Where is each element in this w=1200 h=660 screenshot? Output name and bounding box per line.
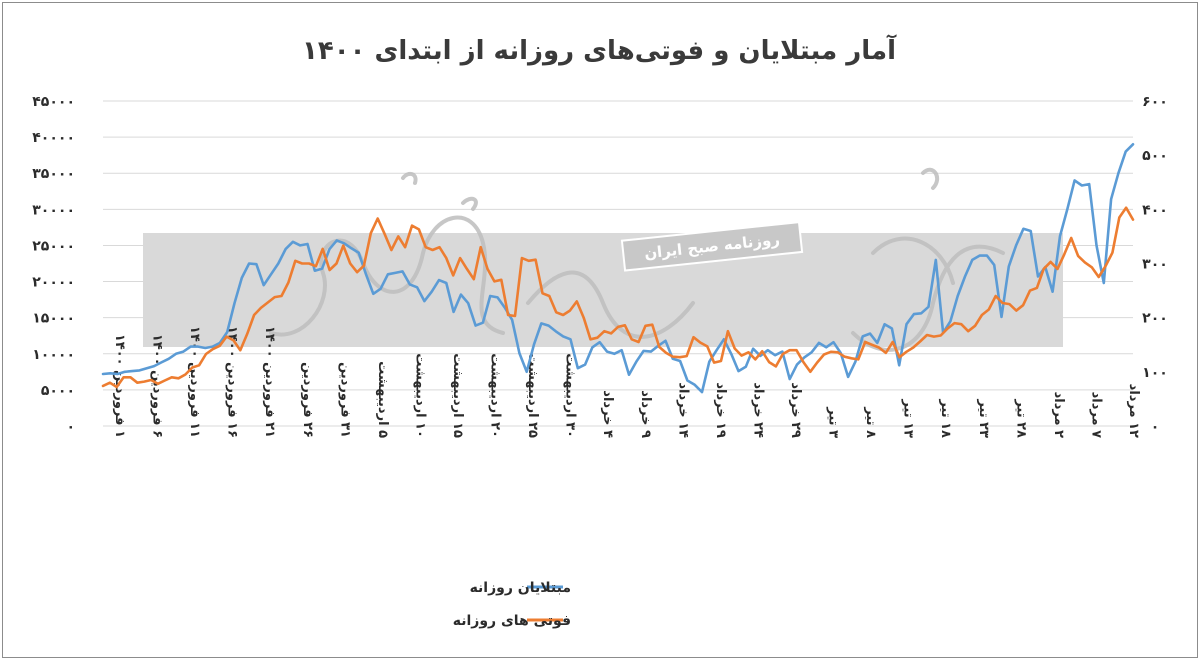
left-tick-label: ۰ xyxy=(66,419,75,435)
x-tick-label: ۱۰ اردیبهشت xyxy=(412,353,427,438)
x-tick-label: ۱۲ مرداد xyxy=(1126,384,1141,438)
x-tick-label: ۲۱ فروردین ۱۴۰۰ xyxy=(262,326,277,438)
x-tick-label: ۱ فروردین ۱۴۰۰ xyxy=(112,334,127,438)
left-tick-label: ۲۰۰۰۰ xyxy=(32,275,75,291)
x-tick-label: ۱۱ فروردین ۱۴۰۰ xyxy=(187,326,202,438)
left-tick-label: ۵۰۰۰ xyxy=(41,383,75,399)
right-tick-label: ۰ xyxy=(1151,419,1160,435)
x-tick-label: ۲۰ اردیبهشت xyxy=(488,353,503,438)
x-tick-label: ۹ خرداد xyxy=(638,390,653,438)
right-tick-label: ۳۰۰ xyxy=(1142,257,1168,273)
chart-title: آمار مبتلایان و فوتی‌های روزانه از ابتدا… xyxy=(302,34,897,66)
x-tick-label: ۲۹ خرداد xyxy=(788,382,803,438)
right-tick-label: ۵۰۰ xyxy=(1142,148,1168,164)
left-tick-label: ۳۰۰۰۰ xyxy=(32,202,75,218)
x-tick-label: ۴ خرداد xyxy=(600,390,615,438)
x-tick-label: ۱۳ تیر xyxy=(901,398,916,438)
x-tick-label: ۲ مرداد xyxy=(1051,392,1066,438)
series-line-infected xyxy=(101,143,1135,394)
legend-label-infected: مبتلایان روزانه xyxy=(470,580,571,596)
x-tick-label: ۲۶ فروردین xyxy=(300,362,315,438)
right-tick-label: ۶۰۰ xyxy=(1142,94,1168,110)
x-tick-label: ۲۴ خرداد xyxy=(750,382,765,438)
x-tick-label: ۱۶ فروردین ۱۴۰۰ xyxy=(225,326,240,438)
left-tick-label: ۳۵۰۰۰ xyxy=(32,166,75,182)
left-tick-label: ۴۰۰۰۰ xyxy=(32,130,75,146)
x-tick-label: ۶ فروردین ۱۴۰۰ xyxy=(150,334,165,438)
x-tick-label: ۱۴ خرداد xyxy=(675,382,690,438)
right-tick-label: ۲۰۰ xyxy=(1142,311,1168,327)
x-tick-label: ۲۵ اردیبهشت xyxy=(525,353,540,438)
axes: ۰۵۰۰۰۱۰۰۰۰۱۵۰۰۰۲۰۰۰۰۲۵۰۰۰۳۰۰۰۰۳۵۰۰۰۴۰۰۰۰… xyxy=(32,94,1168,438)
x-tick-label: ۱۵ اردیبهشت xyxy=(450,353,465,438)
x-tick-label: ۳۰ اردیبهشت xyxy=(563,353,578,438)
left-tick-label: ۲۵۰۰۰ xyxy=(32,238,75,254)
x-tick-label: ۵ اردیبهشت xyxy=(375,361,390,438)
left-tick-label: ۴۵۰۰۰ xyxy=(32,94,75,110)
watermark-calligraphy xyxy=(269,167,1005,352)
legend-label-deaths: فوتی های روزانه xyxy=(453,613,571,629)
right-tick-label: ۴۰۰ xyxy=(1142,202,1168,218)
x-tick-label: ۷ مرداد xyxy=(1088,392,1103,438)
left-tick-label: ۱۰۰۰۰ xyxy=(32,347,75,363)
x-tick-label: ۲۸ تیر xyxy=(1013,398,1028,438)
x-tick-label: ۲۳ تیر xyxy=(976,398,991,438)
x-tick-label: ۱۸ تیر xyxy=(938,398,953,438)
right-tick-label: ۱۰۰ xyxy=(1142,365,1168,381)
watermark-band xyxy=(143,233,1063,347)
series-line-deaths xyxy=(101,206,1135,389)
left-tick-label: ۱۵۰۰۰ xyxy=(32,311,75,327)
watermark-caption-box: روزنامه صبح ایران xyxy=(620,220,804,272)
watermark: روزنامه صبح ایران xyxy=(143,167,1063,352)
x-tick-label: ۸ تیر xyxy=(863,406,878,438)
x-tick-label: ۳ تیر xyxy=(826,406,841,438)
x-tick-label: ۳۱ فروردین xyxy=(337,362,352,438)
series-lines xyxy=(101,143,1135,394)
legend: مبتلایان روزانه فوتی های روزانه xyxy=(453,580,571,629)
chart-canvas: روزنامه صبح ایران ۰۵۰۰۰۱۰۰۰۰۱۵۰۰۰۲۰۰۰۰۲۵… xyxy=(32,34,1168,629)
x-tick-label: ۱۹ خرداد xyxy=(713,382,728,438)
